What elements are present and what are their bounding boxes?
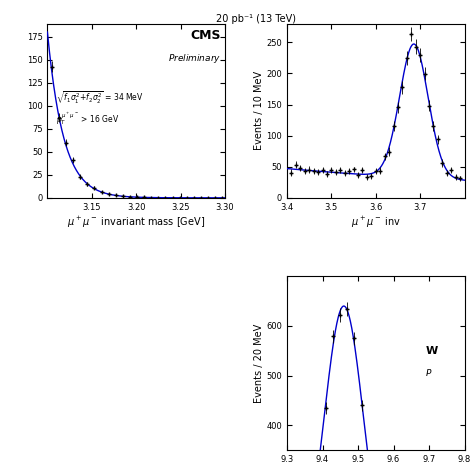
Y-axis label: Events / 10 MeV: Events / 10 MeV [254,71,264,150]
Y-axis label: Events / 20 MeV: Events / 20 MeV [254,324,264,403]
Text: 20 pb⁻¹ (13 TeV): 20 pb⁻¹ (13 TeV) [216,14,296,24]
Text: W: W [426,346,438,356]
Text: $\it{Preliminary}$: $\it{Preliminary}$ [168,52,221,64]
Text: CMS: CMS [191,29,221,42]
X-axis label: $\mu^+\mu^-$ inv: $\mu^+\mu^-$ inv [351,214,401,229]
Text: $p_T^{\mu^+\mu^-}$ > 16 GeV: $p_T^{\mu^+\mu^-}$ > 16 GeV [56,111,120,128]
Text: $\sqrt{f_1\sigma_1^2\!+\!f_2\sigma_2^2}$ = 34 MeV: $\sqrt{f_1\sigma_1^2\!+\!f_2\sigma_2^2}$… [56,90,144,106]
Text: $\it{P}$: $\it{P}$ [426,367,433,378]
X-axis label: $\mu^+\mu^-$ invariant mass [GeV]: $\mu^+\mu^-$ invariant mass [GeV] [67,214,205,229]
